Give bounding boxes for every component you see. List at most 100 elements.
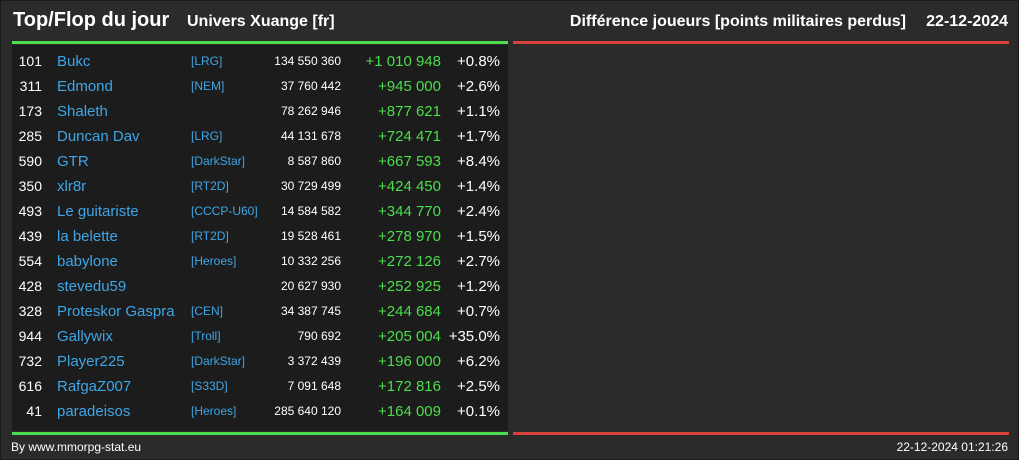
- percent-change: +1.5%: [457, 228, 500, 245]
- footer-timestamp: 22-12-2024 01:21:26: [896, 440, 1008, 454]
- player-rank: 101: [18, 53, 42, 69]
- military-points-total: 790 692: [297, 329, 341, 343]
- table-row: 328 Proteskor Gaspra [CEN] 34 387 745 +244 6…: [12, 299, 508, 324]
- points-difference: +164 009: [378, 403, 441, 420]
- player-list: 101 Bukc [LRG] 134 550 360 +1 010 948 +0.8% 31…: [12, 49, 508, 424]
- player-rank: 328: [18, 303, 42, 319]
- player-name-link[interactable]: GTR: [57, 153, 89, 170]
- alliance-tag-link[interactable]: [RT2D]: [191, 229, 229, 243]
- player-name-link[interactable]: Le guitariste: [57, 203, 139, 220]
- player-name-link[interactable]: RafgaZ007: [57, 378, 132, 395]
- points-difference: +877 621: [378, 103, 441, 120]
- table-row: 554 babylone [Heroes] 10 332 256 +272 126 +2.…: [12, 249, 508, 274]
- points-difference: +172 816: [378, 378, 441, 395]
- percent-change: +2.5%: [457, 378, 500, 395]
- military-points-total: 34 387 745: [280, 304, 341, 318]
- player-rank: 428: [18, 278, 42, 294]
- points-difference: +205 004: [378, 328, 441, 345]
- player-name-link[interactable]: Shaleth: [57, 103, 108, 120]
- military-points-total: 78 262 946: [280, 104, 341, 118]
- player-rank: 616: [18, 378, 42, 394]
- points-difference: +278 970: [378, 228, 441, 245]
- table-row: 616 RafgaZ007 [S33D] 7 091 648 +172 816 +2.5%: [12, 374, 508, 399]
- percent-change: +2.6%: [457, 78, 500, 95]
- table-row: 732 Player225 [DarkStar] 3 372 439 +196 000 +…: [12, 349, 508, 374]
- footer-credit: By www.mmorpg-stat.eu: [11, 440, 142, 454]
- player-rank: 493: [18, 203, 42, 219]
- alliance-tag-link[interactable]: [CEN]: [191, 304, 224, 318]
- military-points-total: 8 587 860: [287, 154, 341, 168]
- player-name-link[interactable]: xlr8r: [57, 178, 87, 195]
- player-rank: 590: [18, 153, 42, 169]
- points-difference: +724 471: [378, 128, 441, 145]
- points-difference: +344 770: [378, 203, 441, 220]
- military-points-total: 285 640 120: [274, 404, 341, 418]
- points-difference: +424 450: [378, 178, 441, 195]
- player-name-link[interactable]: paradeisos: [57, 403, 131, 420]
- universe-label: Univers Xuange [fr]: [187, 13, 335, 30]
- player-rank: 350: [18, 178, 42, 194]
- player-rank: 285: [18, 128, 42, 144]
- player-name-link[interactable]: babylone: [57, 253, 118, 270]
- table-row: 350 xlr8r [RT2D] 30 729 499 +424 450 +1.4%: [12, 174, 508, 199]
- percent-change: +0.1%: [457, 403, 500, 420]
- table-row: 311 Edmond [NEM] 37 760 442 +945 000 +2.6%: [12, 74, 508, 99]
- military-points-total: 7 091 648: [287, 379, 341, 393]
- player-rank: 944: [18, 328, 42, 344]
- percent-change: +6.2%: [457, 353, 500, 370]
- alliance-tag-link[interactable]: [CCCP-U60]: [191, 204, 258, 218]
- percent-change: +35.0%: [448, 328, 500, 345]
- percent-change: +1.1%: [457, 103, 500, 120]
- alliance-tag-link[interactable]: [Heroes]: [191, 404, 237, 418]
- points-difference: +1 010 948: [365, 53, 442, 70]
- percent-change: +0.7%: [457, 303, 500, 320]
- points-difference: +667 593: [378, 153, 441, 170]
- table-row: 41 paradeisos [Heroes] 285 640 120 +164 009 +…: [12, 399, 508, 424]
- top-players-panel: 101 Bukc [LRG] 134 550 360 +1 010 948 +0.8% 31…: [12, 45, 508, 431]
- player-rank: 732: [18, 353, 42, 369]
- alliance-tag-link[interactable]: [Heroes]: [191, 254, 237, 268]
- points-difference: +196 000: [378, 353, 441, 370]
- player-name-link[interactable]: Duncan Dav: [57, 128, 140, 145]
- flop-players-panel: [513, 45, 1009, 431]
- military-points-total: 37 760 442: [280, 79, 341, 93]
- percent-change: +1.7%: [457, 128, 500, 145]
- player-rank: 173: [18, 103, 42, 119]
- percent-change: +1.2%: [457, 278, 500, 295]
- player-name-link[interactable]: stevedu59: [57, 278, 127, 295]
- table-row: 101 Bukc [LRG] 134 550 360 +1 010 948 +0.8%: [12, 49, 508, 74]
- alliance-tag-link[interactable]: [LRG]: [191, 54, 223, 68]
- table-row: 285 Duncan Dav [LRG] 44 131 678 +724 471 +1.7…: [12, 124, 508, 149]
- alliance-tag-link[interactable]: [Troll]: [191, 329, 221, 343]
- player-name-link[interactable]: Player225: [57, 353, 125, 370]
- percent-change: +2.7%: [457, 253, 500, 270]
- player-name-link[interactable]: Proteskor Gaspra: [57, 303, 175, 320]
- percent-change: +8.4%: [457, 153, 500, 170]
- alliance-tag-link[interactable]: [RT2D]: [191, 179, 229, 193]
- header: Top/Flop du jour Univers Xuange [fr] Dif…: [1, 1, 1018, 41]
- alliance-tag-link[interactable]: [DarkStar]: [191, 154, 246, 168]
- header-date: 22-12-2024: [926, 13, 1008, 30]
- points-difference: +272 126: [378, 253, 441, 270]
- alliance-tag-link[interactable]: [NEM]: [191, 79, 225, 93]
- table-row: 590 GTR [DarkStar] 8 587 860 +667 593 +8.4%: [12, 149, 508, 174]
- metric-label: Différence joueurs [points militaires pe…: [569, 13, 906, 30]
- percent-change: +0.8%: [457, 53, 500, 70]
- military-points-total: 134 550 360: [274, 54, 341, 68]
- player-name-link[interactable]: Bukc: [57, 53, 91, 70]
- points-difference: +945 000: [378, 78, 441, 95]
- military-points-total: 14 584 582: [280, 204, 341, 218]
- alliance-tag-link[interactable]: [LRG]: [191, 129, 223, 143]
- top-divider-flop-section: [513, 41, 1009, 44]
- alliance-tag-link[interactable]: [S33D]: [191, 379, 228, 393]
- player-name-link[interactable]: la belette: [57, 228, 118, 245]
- player-name-link[interactable]: Edmond: [57, 78, 113, 95]
- player-name-link[interactable]: Gallywix: [57, 328, 113, 345]
- military-points-total: 19 528 461: [280, 229, 341, 243]
- bottom-divider-top-section: [12, 432, 508, 435]
- top-divider-top-section: [12, 41, 508, 44]
- military-points-total: 3 372 439: [287, 354, 341, 368]
- military-points-total: 30 729 499: [280, 179, 341, 193]
- alliance-tag-link[interactable]: [DarkStar]: [191, 354, 246, 368]
